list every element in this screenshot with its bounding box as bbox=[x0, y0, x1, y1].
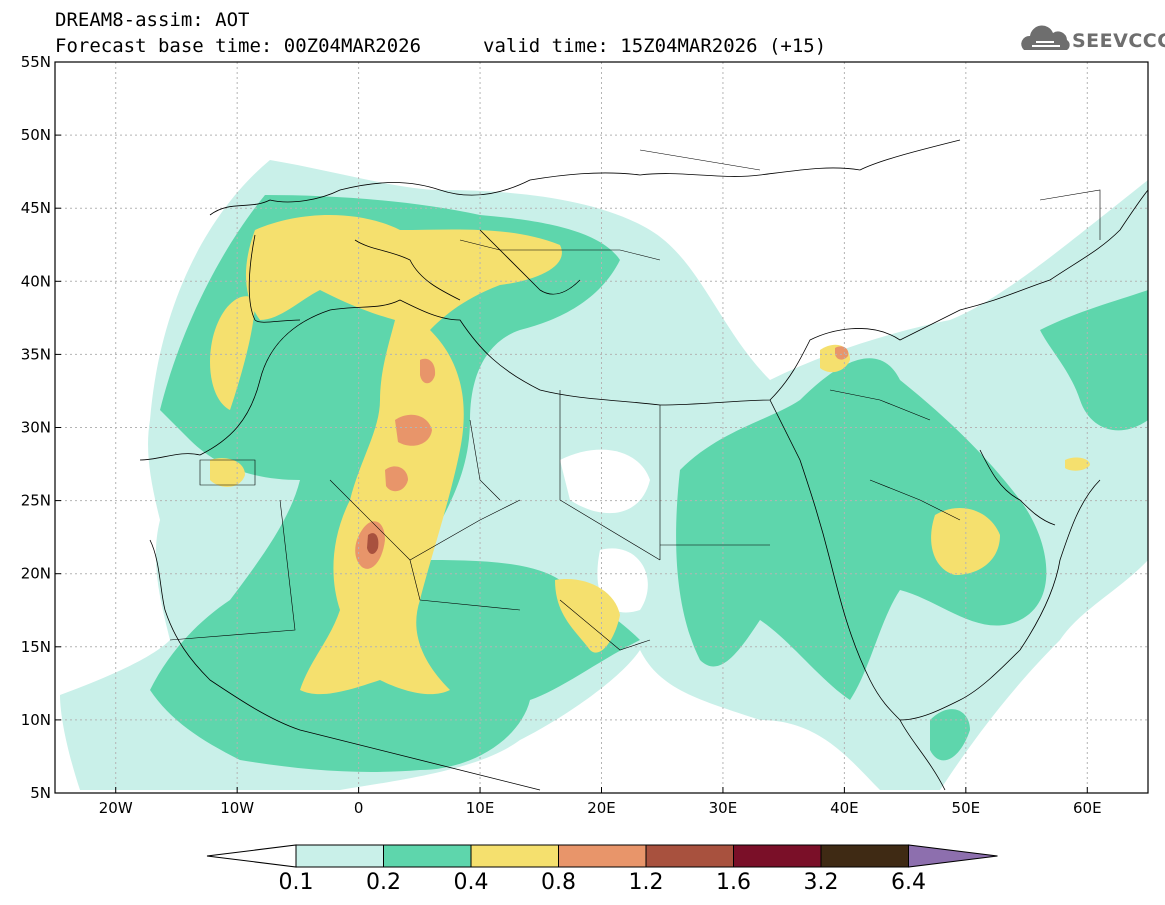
colorbar-level-label: 3.2 bbox=[803, 870, 839, 895]
lon-label: 10W bbox=[220, 799, 254, 817]
colorbar-under-arrow bbox=[206, 844, 297, 868]
colorbar-segment bbox=[470, 844, 559, 868]
colorbar-segment bbox=[645, 844, 734, 868]
lon-ticks bbox=[115, 787, 1088, 793]
lat-ticks bbox=[55, 61, 61, 794]
colorbar-level-label: 0.8 bbox=[541, 870, 576, 895]
colorbar-level-label: 6.4 bbox=[891, 870, 926, 895]
forecast-base-time: Forecast base time: 00Z04MAR2026 bbox=[55, 35, 422, 57]
cloud-icon bbox=[1021, 25, 1070, 50]
lat-label: 45N bbox=[21, 199, 51, 217]
lat-axis-labels: 55N 50N 45N 40N 35N 30N 25N 20N 15N 10N 5N bbox=[21, 53, 51, 802]
colorbar-segment bbox=[733, 844, 822, 868]
lon-label: 20E bbox=[587, 799, 616, 817]
lon-label: 40E bbox=[830, 799, 859, 817]
lat-label: 30N bbox=[21, 419, 51, 437]
colorbar-segment bbox=[383, 844, 472, 868]
lon-label: 60E bbox=[1073, 799, 1102, 817]
colorbar-level-label: 1.6 bbox=[716, 870, 751, 895]
lat-label: 25N bbox=[21, 492, 51, 510]
coastlines bbox=[139, 139, 1149, 791]
aot-region-1.2 bbox=[367, 533, 379, 554]
lon-label: 10E bbox=[466, 799, 495, 817]
colorbar-segment bbox=[820, 844, 909, 868]
colorbar-level-label: 0.1 bbox=[278, 870, 314, 895]
aot-region-0.4 bbox=[245, 215, 562, 695]
colorbar-segment bbox=[558, 844, 647, 868]
aot-region-0.8 bbox=[395, 414, 432, 446]
lon-label: 50E bbox=[952, 799, 981, 817]
lon-label: 20W bbox=[99, 799, 133, 817]
colorbar-level-label: 0.4 bbox=[453, 870, 489, 895]
lat-label: 5N bbox=[30, 784, 51, 802]
colorbar bbox=[206, 844, 998, 868]
lat-label: 20N bbox=[21, 565, 51, 583]
colorbar-segment bbox=[295, 844, 384, 868]
map-title: DREAM8-assim: AOT bbox=[55, 9, 250, 31]
lat-label: 40N bbox=[21, 272, 51, 290]
valid-time: valid time: 15Z04MAR2026 (+15) bbox=[483, 35, 827, 57]
colorbar-level-label: 0.2 bbox=[366, 870, 401, 895]
political-borders bbox=[169, 149, 1101, 651]
lon-axis-labels: 20W 10W 0 10E 20E 30E 40E 50E 60E bbox=[99, 799, 1102, 817]
lat-label: 35N bbox=[21, 345, 51, 363]
lon-label: 30E bbox=[709, 799, 738, 817]
lon-label: 0 bbox=[354, 799, 364, 817]
aot-fill-layer bbox=[60, 160, 1148, 790]
colorbar-level-label: 1.2 bbox=[628, 870, 664, 895]
logo-text: SEEVCCC bbox=[1072, 30, 1165, 52]
lat-label: 50N bbox=[21, 126, 51, 144]
lat-label: 15N bbox=[21, 638, 51, 656]
lat-label: 55N bbox=[21, 53, 51, 71]
lat-label: 10N bbox=[21, 711, 51, 729]
colorbar-over-arrow bbox=[908, 844, 998, 868]
